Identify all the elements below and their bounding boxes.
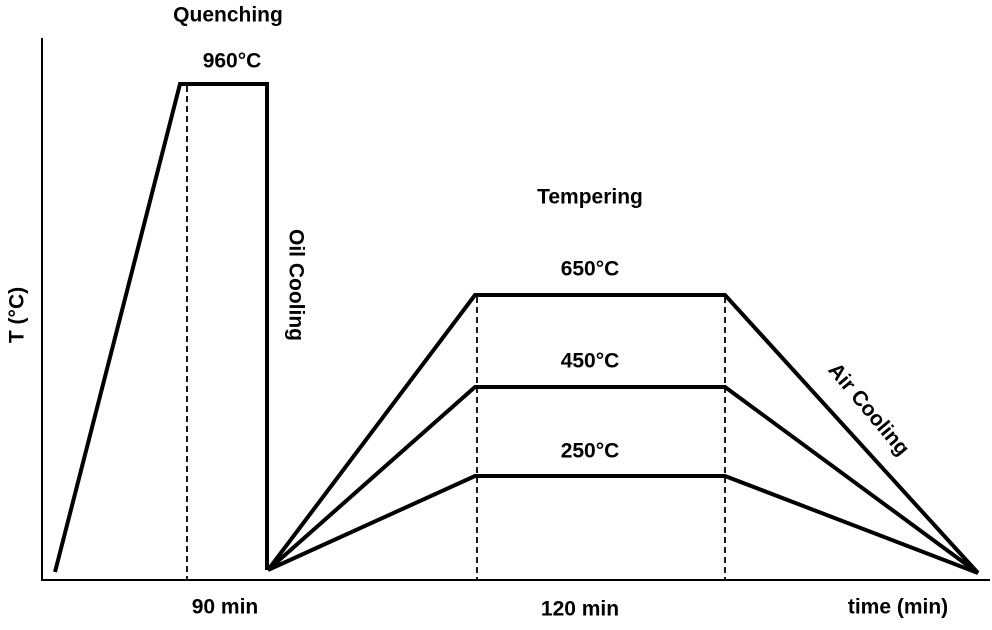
temper-profile-450 [266, 385, 980, 575]
temper-profile-250 [267, 474, 979, 575]
temper-temperature: 250°C [561, 440, 620, 463]
temper-temperature: 450°C [561, 350, 620, 373]
oil-cooling-label: Oil Cooling [284, 229, 307, 341]
y-axis-label: T (°C) [6, 287, 29, 343]
temper-duration: 120 min [541, 598, 619, 621]
axes [41, 38, 990, 581]
temper-profile-650 [266, 293, 980, 575]
air-cooling-label: Air Cooling [824, 359, 914, 460]
quench-profile [53, 82, 269, 573]
quenching-title: Quenching [173, 4, 283, 27]
quench-duration: 90 min [192, 596, 259, 619]
temper-temperature: 650°C [561, 258, 620, 281]
tempering-title: Tempering [537, 186, 643, 209]
x-axis-label: time (min) [848, 596, 948, 619]
quench-temperature: 960°C [203, 50, 262, 73]
